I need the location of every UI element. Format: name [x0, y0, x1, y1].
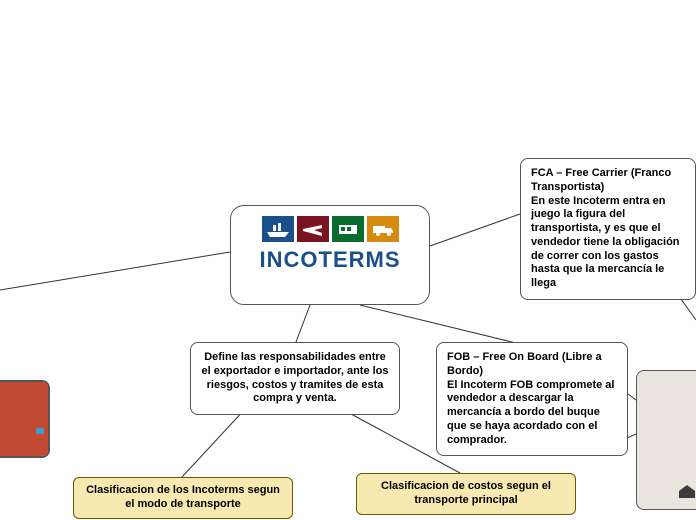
image-node-red: [0, 380, 50, 458]
fca-node: FCA – Free Carrier (Franco Transportista…: [520, 158, 696, 300]
diagram-canvas: INCOTERMS FCA – Free Carrier (Franco Tra…: [0, 0, 696, 520]
define-node: Define las responsabilidades entre el ex…: [190, 342, 400, 415]
class-modo-node: Clasificacion de los Incoterms segun el …: [73, 477, 293, 519]
incoterms-logo: [245, 216, 415, 242]
logo-ship-icon: [262, 216, 294, 242]
center-node: INCOTERMS: [230, 205, 430, 305]
blue-fleck: [36, 428, 44, 434]
logo-plane-icon: [297, 216, 329, 242]
logo-train-icon: [332, 216, 364, 242]
class-costos-node: Clasificacion de costos segun el transpo…: [356, 473, 576, 515]
house-icon: [678, 484, 696, 498]
fob-node: FOB – Free On Board (Libre a Bordo)El In…: [436, 342, 628, 456]
logo-truck-icon: [367, 216, 399, 242]
center-title: INCOTERMS: [245, 246, 415, 274]
